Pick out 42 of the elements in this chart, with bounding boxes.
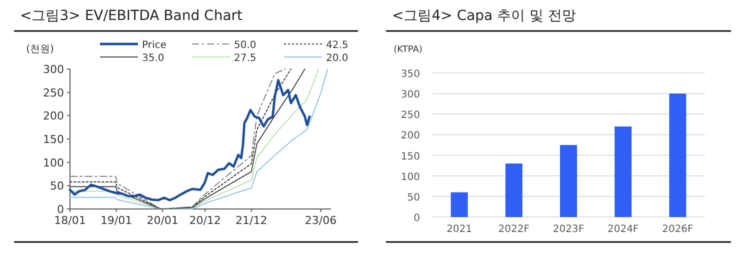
x-tick-label: 2021: [446, 224, 472, 235]
bar: [450, 192, 468, 217]
x-tick-label: 2026F: [662, 224, 694, 235]
bar: [505, 164, 522, 217]
y-tick-label: 50: [50, 180, 64, 193]
x-tick-label: 18/01: [54, 214, 86, 227]
x-tick-label: 2023F: [552, 224, 584, 235]
y-tick-label: 100: [400, 172, 420, 183]
y-axis-title: (천원): [26, 44, 54, 55]
line-series: [68, 79, 311, 202]
y-tick-label: 250: [400, 110, 420, 122]
x-tick-label: 2024F: [608, 224, 639, 235]
y-tick-label: 0: [414, 213, 420, 224]
y-tick-label: 50: [407, 192, 420, 204]
legend-label: 27.5: [234, 53, 256, 64]
legend-label: 50.0: [234, 40, 256, 51]
y-tick-label: 250: [43, 86, 64, 100]
y-tick-label: 150: [400, 151, 420, 162]
y-axis-title: (KTPA): [394, 45, 422, 55]
y-tick-label: 100: [43, 156, 64, 170]
y-tick-label: 300: [43, 63, 64, 76]
legend-label: 20.0: [326, 53, 348, 64]
x-tick-label: 21/12: [236, 214, 268, 227]
bar: [614, 126, 632, 217]
x-tick-label: 20/01: [146, 214, 178, 227]
legend-label: 42.5: [326, 40, 348, 51]
y-tick-label: 300: [400, 90, 420, 101]
y-tick-label: 350: [400, 69, 420, 80]
y-tick-label: 200: [400, 130, 420, 142]
x-tick-label: 2022F: [498, 224, 530, 235]
bar: [669, 94, 686, 217]
legend-label: 35.0: [142, 53, 164, 64]
bar: [560, 145, 577, 217]
chart-title: <그림4> Capa 추이 및 전망: [392, 8, 576, 24]
y-tick-label: 200: [43, 110, 64, 123]
y-tick-label: 150: [43, 133, 64, 146]
x-tick-label: 23/06: [304, 214, 337, 227]
x-tick-label: 20/12: [189, 214, 221, 227]
x-tick-label: 19/01: [100, 214, 132, 227]
y-tick-label: 0: [57, 203, 64, 216]
chart-title: <그림3> EV/EBITDA Band Chart: [20, 8, 244, 24]
legend-label: Price: [142, 40, 166, 51]
